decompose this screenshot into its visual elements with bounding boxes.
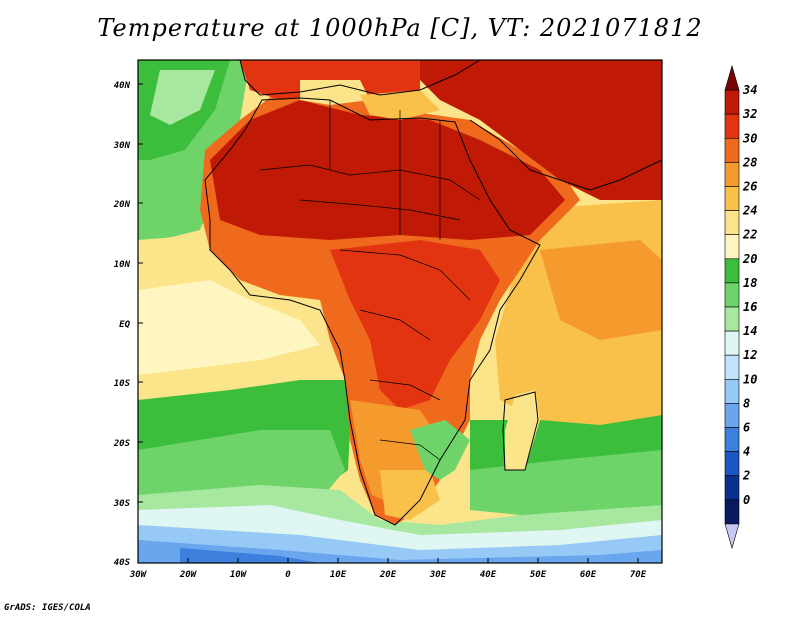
colorbar-swatch	[724, 427, 740, 452]
colorbar-swatch	[724, 306, 740, 332]
field-so-blue3	[180, 548, 320, 563]
field-eq-pale	[138, 280, 320, 375]
colorbar-label: 12	[743, 348, 757, 362]
map-fields	[138, 60, 662, 563]
colorbar-label: 2	[742, 469, 750, 483]
lat-tick: 30S	[113, 499, 131, 509]
lon-tick: 10W	[230, 570, 248, 580]
africa-coastline	[204, 97, 541, 526]
lat-tick: 30N	[113, 141, 131, 151]
colorbar-label: 14	[743, 324, 757, 338]
colorbar-label: 16	[743, 300, 757, 314]
lat-tick: 20S	[113, 439, 131, 449]
field-moz-green	[410, 420, 470, 480]
field-sahara-red	[210, 100, 565, 240]
colorbar-label: 28	[742, 155, 757, 169]
colorbar-swatch	[724, 210, 740, 236]
lon-tick: 0	[285, 570, 291, 580]
colorbar-swatch	[724, 64, 740, 91]
arabia-coastline	[469, 119, 663, 191]
field-med-yellow	[300, 80, 370, 105]
colorbar-label: 18	[743, 276, 757, 290]
lat-tick: 40S	[114, 558, 131, 568]
lat-tick: 10N	[114, 260, 131, 270]
colorbar-label: 8	[743, 396, 750, 410]
colorbar-swatch	[724, 113, 740, 139]
lon-tick: 10E	[330, 570, 347, 580]
colorbar-label: 6	[743, 421, 750, 435]
colorbar-swatch	[724, 330, 740, 356]
colorbar-label: 20	[742, 252, 757, 266]
lon-tick: 30W	[129, 570, 148, 580]
colorbar-label: 22	[742, 228, 757, 242]
colorbar-label: 34	[742, 83, 757, 97]
chart-title: Temperature at 1000hPa [C], VT: 20210718…	[97, 14, 703, 42]
colorbar-label: 26	[742, 180, 757, 194]
lon-tick: 20E	[379, 570, 397, 580]
colorbar-swatch	[724, 499, 740, 525]
colorbar-swatch	[724, 523, 740, 550]
colorbar-swatch	[724, 403, 740, 428]
colorbar-label: 30	[742, 131, 757, 145]
colorbar-swatch	[724, 475, 740, 501]
borders	[259, 100, 481, 461]
map-frame	[137, 59, 663, 564]
lon-axis: 30W 20W 10W 0 10E 20E 30E 40E 50E 60E 70…	[129, 558, 647, 580]
colorbar-label: 0	[743, 493, 750, 507]
lat-tick: EQ	[119, 320, 130, 330]
colorbar-swatch	[724, 282, 740, 308]
field-med-orange	[360, 90, 440, 120]
colorbar-swatch	[724, 89, 740, 115]
europe-coastline	[239, 59, 481, 96]
field-io-deeper	[540, 240, 662, 340]
colorbar-swatch	[724, 451, 740, 477]
field-south-yellow	[380, 470, 440, 520]
field-na-light	[150, 70, 215, 125]
lon-tick: 20W	[179, 570, 198, 580]
lat-tick: 10S	[114, 379, 131, 389]
colorbar-label: 32	[742, 107, 757, 121]
colorbar-label: 10	[743, 372, 757, 386]
lat-tick: 40N	[114, 81, 131, 91]
colorbar-swatch	[724, 378, 740, 404]
colorbar-swatch	[724, 162, 740, 187]
lon-tick: 40E	[480, 570, 497, 580]
colorbar-swatch	[724, 186, 740, 211]
field-central-red	[330, 240, 500, 410]
madagascar-coastline	[502, 391, 539, 471]
colorbar-label: 24	[742, 204, 757, 218]
lat-axis: 40N 30N 20N 10N EQ 10S 20S 30S 40S	[113, 81, 143, 568]
lon-tick: 70E	[630, 570, 647, 580]
lon-tick: 30E	[429, 570, 447, 580]
colorbar-swatch	[724, 354, 740, 380]
lat-tick: 20N	[113, 200, 131, 210]
field-madagascar	[505, 390, 540, 470]
colorbar-swatch	[724, 258, 740, 284]
lon-tick: 50E	[530, 570, 547, 580]
field-mideast-red	[420, 60, 662, 200]
credit-label: GrADS: IGES/COLA	[4, 603, 91, 613]
lon-tick: 60E	[580, 570, 597, 580]
colorbar-swatch	[724, 234, 740, 260]
colorbar-label: 4	[743, 445, 750, 459]
colorbar-swatch	[724, 138, 740, 163]
